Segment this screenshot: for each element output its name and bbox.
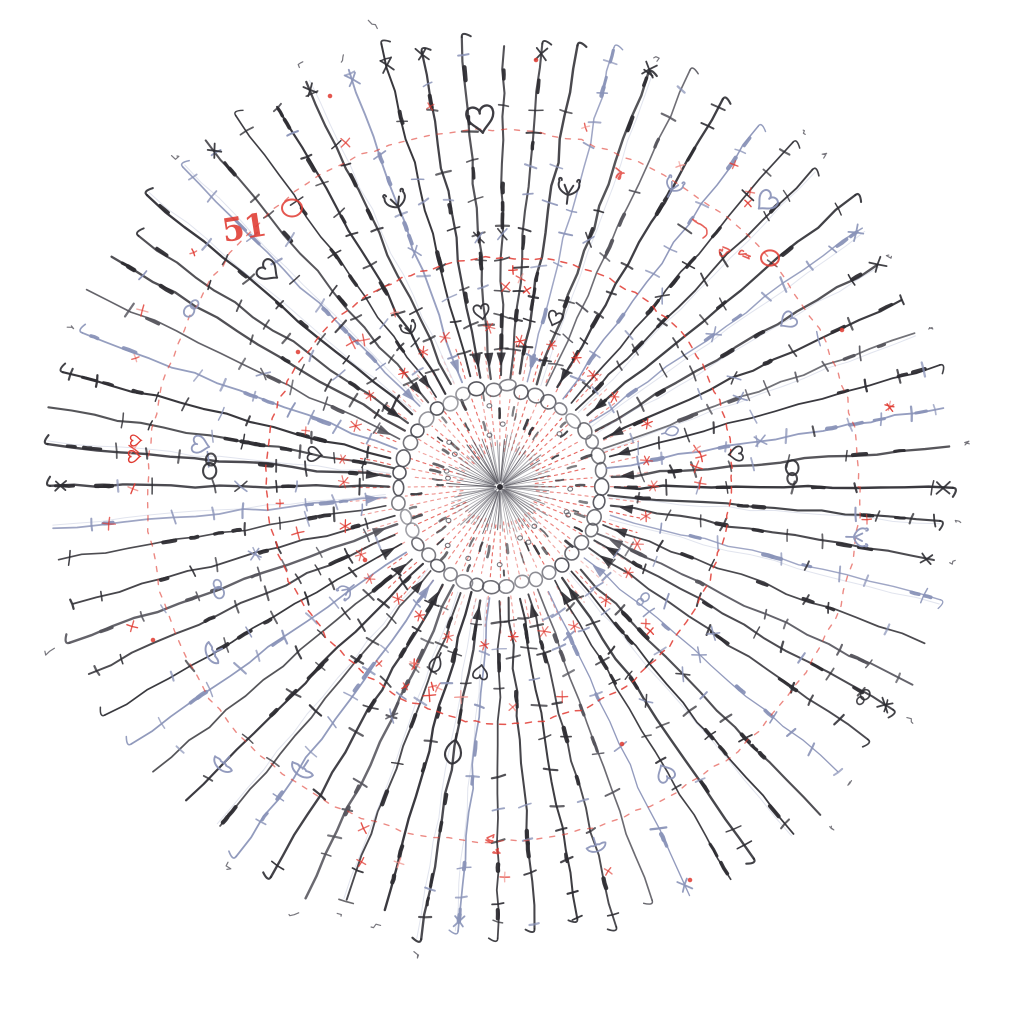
heart-symbol bbox=[780, 310, 799, 328]
chain-loop bbox=[411, 537, 425, 552]
cup-symbol bbox=[557, 176, 581, 205]
chain-loop bbox=[498, 378, 517, 392]
red-row-number: 51 bbox=[219, 205, 269, 249]
red-asterisk-ring bbox=[335, 320, 660, 651]
spoke-layer bbox=[43, 19, 970, 959]
heart-symbol bbox=[472, 664, 489, 681]
loop-symbol bbox=[212, 578, 225, 600]
chain-loop bbox=[390, 495, 406, 511]
chain-loop bbox=[553, 402, 568, 416]
chain-loop bbox=[421, 547, 437, 563]
heart-symbol bbox=[757, 188, 779, 210]
umbrella-symbol bbox=[291, 759, 314, 779]
chain-loop bbox=[399, 508, 413, 525]
chain-loop bbox=[577, 421, 593, 440]
bell-symbol bbox=[660, 425, 680, 437]
chain-loop bbox=[584, 522, 599, 538]
umbrella-symbol bbox=[213, 755, 233, 773]
heart-symbol bbox=[472, 303, 490, 321]
heart-symbol bbox=[255, 258, 279, 280]
chain-loop bbox=[443, 566, 458, 582]
chain-loop bbox=[467, 381, 486, 397]
chain-loop bbox=[395, 449, 412, 468]
chain-loop bbox=[541, 565, 557, 581]
center-burst bbox=[445, 431, 557, 541]
red-annotations: 51 bbox=[219, 167, 780, 855]
heart-symbol bbox=[727, 445, 744, 462]
loop-symbol bbox=[784, 459, 800, 486]
chain-loop bbox=[481, 579, 501, 595]
cup-symbol bbox=[845, 527, 869, 548]
chain-loop bbox=[418, 411, 435, 428]
chain-loop bbox=[565, 413, 582, 429]
chain-loop bbox=[564, 545, 580, 561]
chain-loop bbox=[528, 571, 544, 588]
loop-symbol bbox=[182, 299, 200, 318]
heart-symbol bbox=[306, 446, 323, 462]
chain-loop bbox=[514, 574, 530, 589]
heart-symbol bbox=[547, 309, 564, 327]
chain-loop bbox=[392, 479, 405, 497]
bell-symbol bbox=[428, 652, 442, 673]
red-plus-marks bbox=[102, 57, 895, 883]
cup-symbol bbox=[335, 583, 355, 602]
red-dashed-rings bbox=[146, 128, 861, 844]
bell-symbol bbox=[444, 732, 463, 765]
heart-symbol bbox=[657, 764, 676, 784]
chain-loop bbox=[592, 493, 606, 510]
inner-stitch-marks bbox=[408, 391, 593, 577]
loop-symbol bbox=[202, 452, 218, 480]
chain-ring bbox=[390, 378, 610, 595]
umbrella-symbol bbox=[204, 641, 224, 665]
umbrella-symbol bbox=[585, 836, 607, 853]
chain-loop bbox=[442, 395, 459, 412]
cup-symbol bbox=[398, 318, 417, 341]
cup-symbol bbox=[382, 187, 406, 217]
chain-loop bbox=[410, 423, 425, 439]
chain-loop bbox=[594, 461, 608, 479]
chain-loop bbox=[554, 557, 570, 573]
chain-loop bbox=[527, 387, 545, 404]
heart-symbol bbox=[190, 434, 211, 454]
heart-symbol bbox=[465, 104, 495, 134]
cup-symbol bbox=[666, 174, 686, 198]
loop-symbol bbox=[856, 688, 871, 706]
chain-loop bbox=[469, 577, 485, 592]
chain-loop bbox=[573, 534, 590, 551]
chain-loop bbox=[593, 477, 610, 496]
chain-loop bbox=[392, 465, 407, 480]
symbol-layer bbox=[127, 104, 871, 853]
loop-symbol bbox=[636, 592, 650, 606]
chain-loop bbox=[402, 434, 419, 451]
